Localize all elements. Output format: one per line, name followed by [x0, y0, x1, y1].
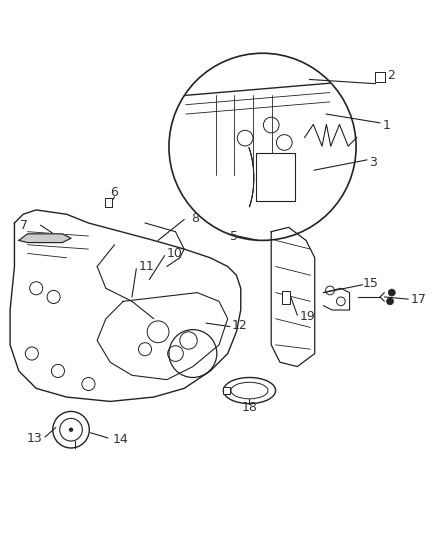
Circle shape: [389, 289, 395, 296]
Text: 1: 1: [382, 118, 390, 132]
FancyBboxPatch shape: [282, 291, 290, 304]
Polygon shape: [19, 234, 71, 243]
Text: 15: 15: [363, 277, 378, 289]
FancyBboxPatch shape: [256, 154, 295, 201]
Text: 12: 12: [232, 319, 248, 332]
Circle shape: [69, 427, 73, 432]
Text: 6: 6: [111, 186, 119, 199]
FancyBboxPatch shape: [106, 198, 113, 207]
Text: 2: 2: [387, 69, 395, 82]
Text: 10: 10: [167, 247, 183, 260]
Text: 8: 8: [191, 212, 199, 225]
Text: 5: 5: [230, 230, 238, 243]
Text: 17: 17: [410, 293, 426, 305]
Text: 7: 7: [20, 219, 28, 232]
Text: 13: 13: [27, 432, 43, 446]
FancyBboxPatch shape: [375, 72, 385, 82]
Text: 18: 18: [241, 401, 258, 414]
Text: 19: 19: [300, 310, 315, 323]
Text: 3: 3: [369, 156, 377, 168]
Text: 14: 14: [113, 433, 128, 446]
Circle shape: [387, 298, 393, 305]
Text: 11: 11: [138, 260, 154, 273]
FancyBboxPatch shape: [223, 387, 230, 394]
